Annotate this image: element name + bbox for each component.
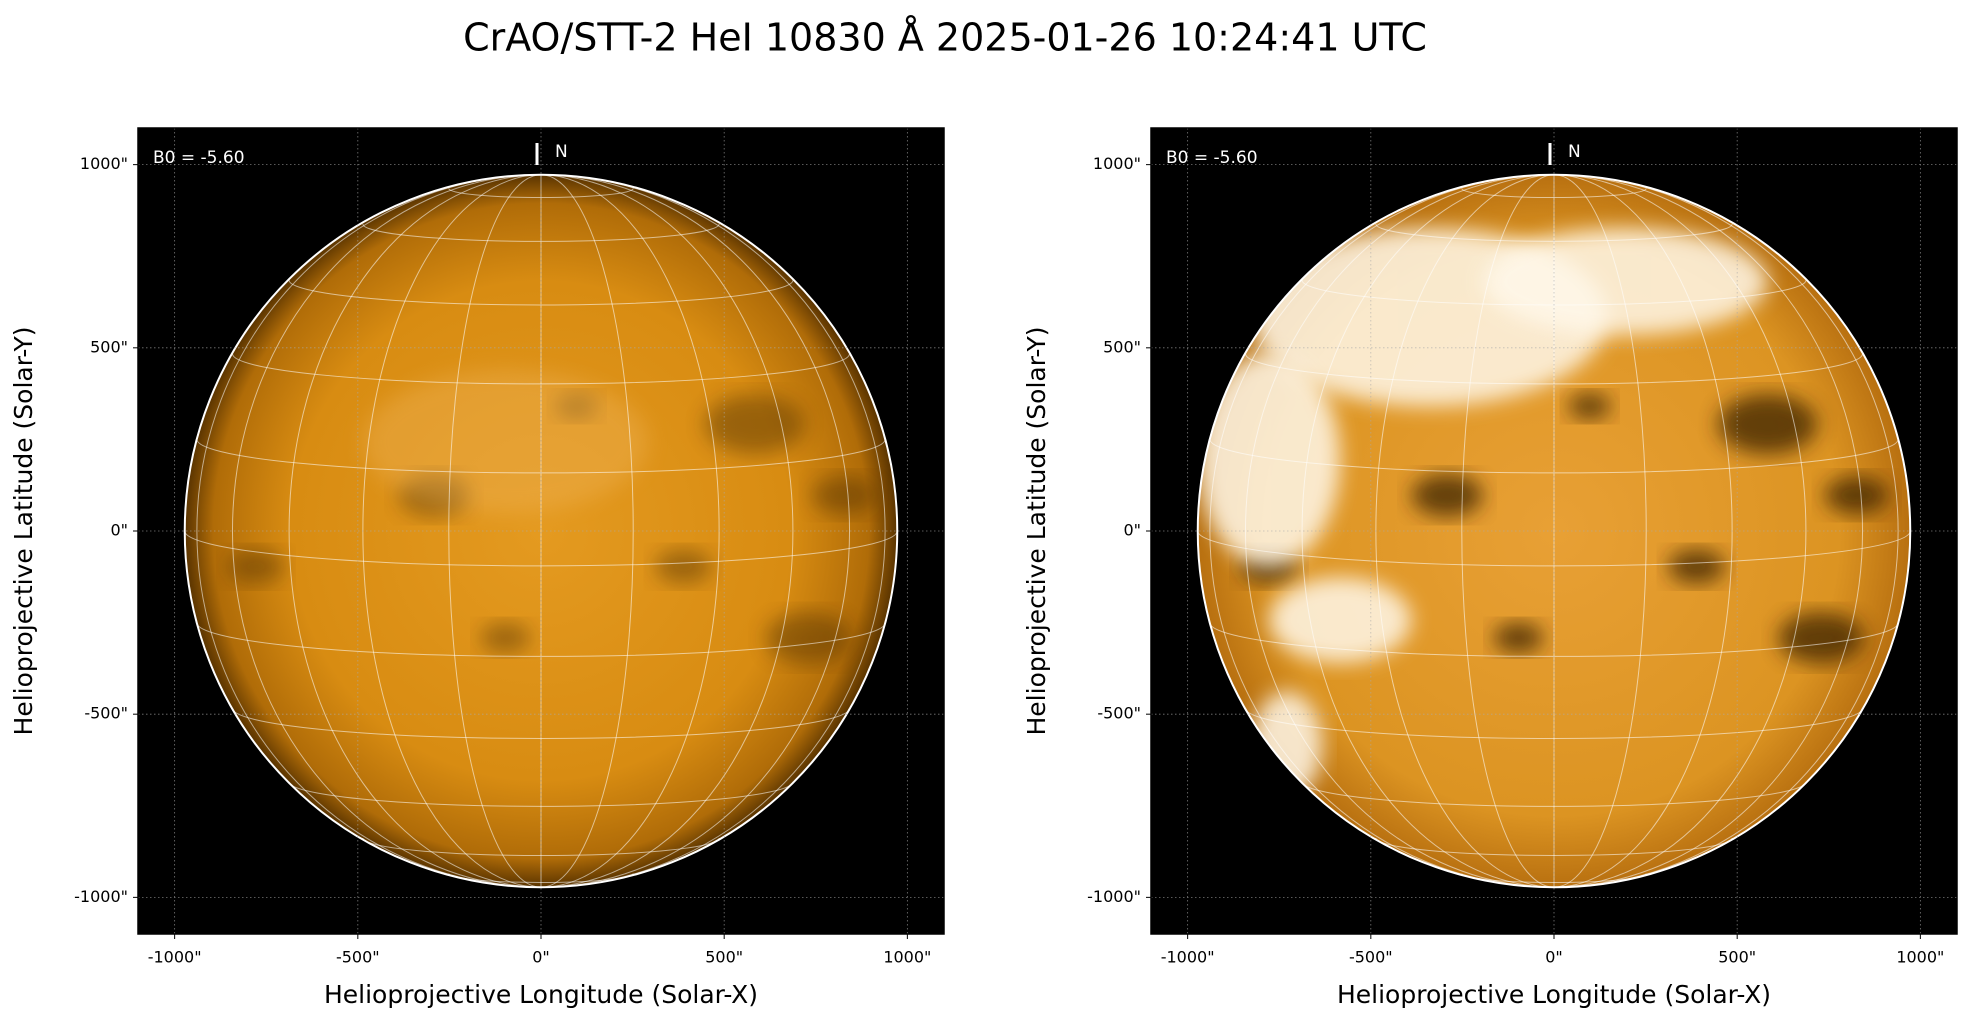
meridian (1461, 174, 1555, 888)
bright-region (362, 370, 648, 514)
y-tick-label: -1000" (74, 887, 128, 906)
figure-title: CrAO/STT-2 HeI 10830 Å 2025-01-26 10:24:… (463, 16, 1427, 60)
parallel (1301, 781, 1807, 807)
y-tick-label: 500" (1103, 337, 1141, 356)
meridian (196, 174, 542, 888)
meridian (540, 174, 886, 888)
y-axis-label: Helioprojective Latitude (Solar-Y) (1022, 327, 1051, 736)
meridian (540, 174, 634, 888)
dark-region (1824, 476, 1889, 515)
parallel (448, 188, 634, 199)
plot-frame (1150, 127, 1958, 935)
bright-region (1268, 577, 1412, 663)
dark-region (1668, 549, 1726, 584)
panel: -1000" -500" 0" 500" 1000" -1000" -500" 0" 500" 1… (9, 127, 945, 1009)
dark-region (227, 549, 285, 584)
x-tick-label: -1000" (1161, 948, 1215, 967)
dark-region (1411, 473, 1483, 517)
dark-region (1493, 622, 1544, 653)
annotation: B0 = -5.60 (153, 148, 245, 168)
meridian (540, 174, 851, 888)
north-label: N (1568, 142, 1581, 162)
dark-region (1778, 612, 1864, 664)
dark-region (655, 549, 713, 584)
panel: -1000" -500" 0" 500" 1000" -1000" -500" 0" 500" 1… (1022, 127, 1958, 1009)
meridian (1553, 174, 1864, 888)
parallel (1244, 708, 1864, 739)
meridian (231, 174, 542, 888)
x-tick-label: 0" (1545, 948, 1563, 967)
annotation: B0 = -5.60 (1166, 148, 1258, 168)
dark-region (1717, 394, 1818, 455)
meridian (540, 174, 794, 888)
bright-region (1197, 352, 1341, 567)
y-tick-label: -1000" (1087, 887, 1141, 906)
meridian (1553, 174, 1647, 888)
parallel (231, 353, 851, 385)
y-tick-label: 500" (90, 337, 128, 356)
limb (1196, 173, 1912, 889)
meridian (1244, 174, 1555, 888)
sun (184, 174, 898, 888)
meridian (1553, 174, 1807, 888)
sun (1197, 174, 1911, 888)
x-axis-label: Helioprojective Longitude (Solar-X) (324, 980, 758, 1009)
dark-region (704, 394, 805, 455)
y-axis-label: Helioprojective Latitude (Solar-Y) (9, 327, 38, 736)
y-tick-label: 0" (110, 521, 128, 540)
meridian (1553, 174, 1899, 888)
parallel (288, 781, 794, 807)
parallel (1197, 530, 1911, 567)
y-tick-label: 1000" (80, 154, 128, 173)
y-tick-label: -500" (84, 704, 128, 723)
parallel (1375, 837, 1733, 856)
dark-region (1568, 393, 1612, 420)
north-label: N (555, 142, 568, 162)
parallel (362, 837, 720, 856)
dark-region (480, 622, 531, 653)
meridian (1301, 174, 1555, 888)
x-tick-label: 1000" (1896, 948, 1944, 967)
plot-frame (137, 127, 945, 935)
dark-region (811, 476, 876, 515)
parallel (231, 708, 851, 739)
meridian (448, 174, 542, 888)
meridian (288, 174, 542, 888)
x-tick-label: 500" (705, 948, 743, 967)
y-tick-label: -500" (1097, 704, 1141, 723)
parallel (1244, 353, 1864, 385)
x-tick-label: 1000" (883, 948, 931, 967)
dark-region (765, 612, 851, 664)
y-tick-label: 1000" (1093, 154, 1141, 173)
x-tick-label: 500" (1718, 948, 1756, 967)
x-tick-label: -500" (1349, 948, 1393, 967)
x-tick-label: -1000" (148, 948, 202, 967)
meridian (1209, 174, 1555, 888)
limb (183, 173, 899, 889)
x-tick-label: 0" (532, 948, 550, 967)
x-axis-label: Helioprojective Longitude (Solar-X) (1337, 980, 1771, 1009)
y-tick-label: 0" (1123, 521, 1141, 540)
bright-region (1482, 228, 1768, 336)
x-tick-label: -500" (336, 948, 380, 967)
parallel (184, 530, 898, 567)
